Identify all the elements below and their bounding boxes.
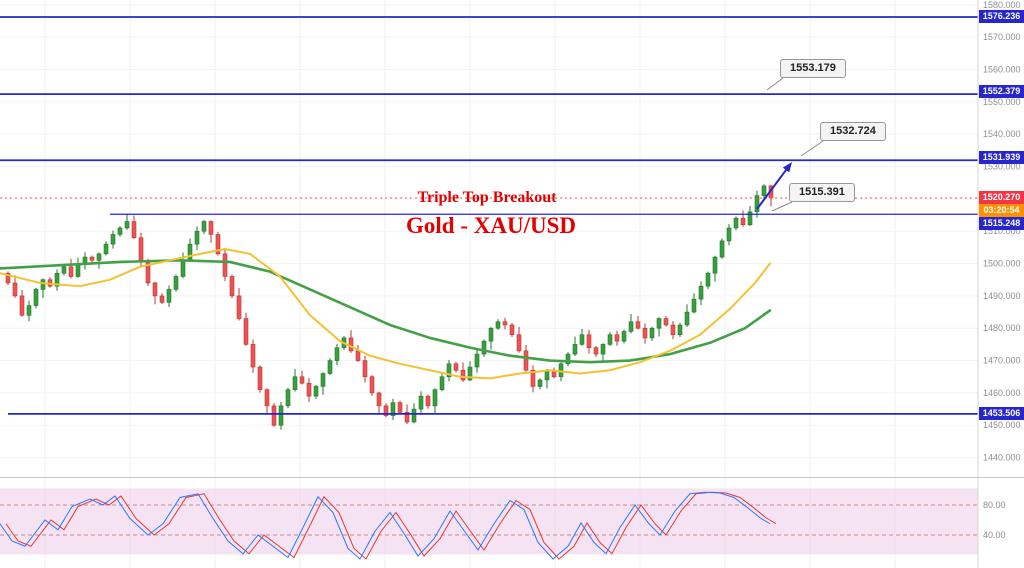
svg-text:1500.000: 1500.000 bbox=[983, 259, 1021, 269]
svg-text:1540.000: 1540.000 bbox=[983, 129, 1021, 139]
symbol-annotation-text[interactable]: Gold - XAU/USD bbox=[406, 213, 576, 238]
slow-ma-green bbox=[0, 259, 772, 364]
breakout-arrow[interactable] bbox=[756, 162, 792, 210]
level-badge-1552: 1552.379 bbox=[979, 85, 1024, 98]
svg-text:1560.000: 1560.000 bbox=[983, 65, 1021, 75]
price-axis-labels: 1580.000 1570.000 1560.000 1550.000 1540.000… bbox=[983, 0, 1021, 540]
stoch-k-line bbox=[0, 491, 771, 560]
candle-countdown-badge: 03:20:54 bbox=[979, 204, 1024, 217]
svg-text:1580.000: 1580.000 bbox=[983, 0, 1021, 10]
fast-ma-yellow bbox=[0, 247, 771, 380]
level-badge-1576: 1576.236 bbox=[979, 10, 1024, 23]
svg-text:1440.000: 1440.000 bbox=[983, 453, 1021, 463]
svg-text:40.00: 40.00 bbox=[983, 530, 1006, 540]
level-badge-1453: 1453.506 bbox=[979, 407, 1024, 420]
svg-text:1460.000: 1460.000 bbox=[983, 388, 1021, 398]
svg-text:80.00: 80.00 bbox=[983, 500, 1006, 510]
svg-text:1510.000: 1510.000 bbox=[983, 226, 1021, 236]
level-badge-1531: 1531.939 bbox=[979, 151, 1024, 164]
level-badge-1515: 1515.248 bbox=[979, 217, 1024, 230]
stoch-d-line bbox=[5, 491, 777, 560]
svg-text:1490.000: 1490.000 bbox=[983, 291, 1021, 301]
price-callout-label[interactable]: 1515.391 bbox=[789, 183, 855, 202]
svg-text:1470.000: 1470.000 bbox=[983, 356, 1021, 366]
grid bbox=[0, 0, 978, 568]
current-price-badge: 1520.270 bbox=[979, 191, 1024, 204]
breakout-annotation-text[interactable]: Triple Top Breakout bbox=[417, 189, 557, 206]
svg-text:1530.000: 1530.000 bbox=[983, 162, 1021, 172]
svg-text:1550.000: 1550.000 bbox=[983, 97, 1021, 107]
svg-text:1480.000: 1480.000 bbox=[983, 323, 1021, 333]
svg-text:1570.000: 1570.000 bbox=[983, 32, 1021, 42]
stochastic-panel bbox=[0, 488, 978, 560]
price-callout-label[interactable]: 1532.724 bbox=[820, 122, 886, 141]
price-callout-label[interactable]: 1553.179 bbox=[780, 59, 846, 78]
candlestick-series[interactable] bbox=[5, 184, 774, 430]
svg-text:1450.000: 1450.000 bbox=[983, 420, 1021, 430]
callout-leaders bbox=[766, 77, 824, 212]
support-resistance-lines[interactable] bbox=[0, 16, 978, 415]
